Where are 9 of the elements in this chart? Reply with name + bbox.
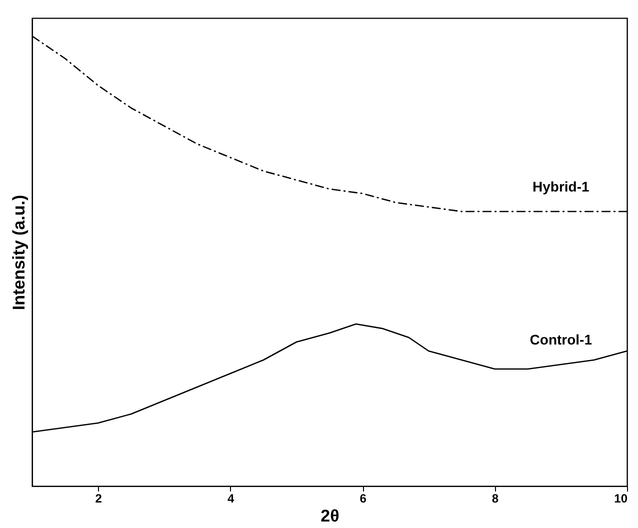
y-axis-title: Intensity (a.u.)	[10, 194, 28, 310]
series-label: Control-1	[530, 332, 592, 348]
x-tick-label: 10	[614, 492, 628, 506]
x-tick-label: 8	[492, 492, 499, 506]
x-axis-title: 2θ	[320, 506, 340, 526]
x-tick-label: 4	[227, 492, 234, 506]
series-label: Hybrid-1	[532, 178, 590, 194]
x-tick-label: 2	[95, 492, 102, 506]
x-tick-label: 6	[360, 492, 367, 506]
